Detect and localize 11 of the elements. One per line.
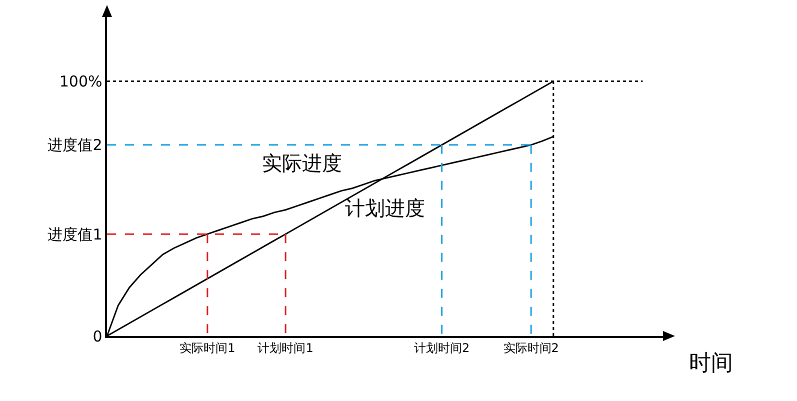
x-tick-label: 计划时间2 bbox=[414, 341, 470, 356]
y-tick-label: 进度值2 bbox=[48, 136, 102, 154]
x-tick-label: 实际时间1 bbox=[180, 341, 236, 356]
annotation: 计划进度 bbox=[345, 196, 425, 220]
y-tick-label: 进度值1 bbox=[48, 225, 102, 244]
annotation: 实际进度 bbox=[262, 151, 342, 175]
x-axis-title: 时间 bbox=[689, 351, 733, 376]
y-tick-label: 0 bbox=[92, 327, 102, 346]
x-tick-label: 计划时间1 bbox=[258, 341, 314, 356]
y-tick-label: 100% bbox=[59, 72, 102, 90]
x-tick-label: 实际时间2 bbox=[503, 341, 559, 356]
